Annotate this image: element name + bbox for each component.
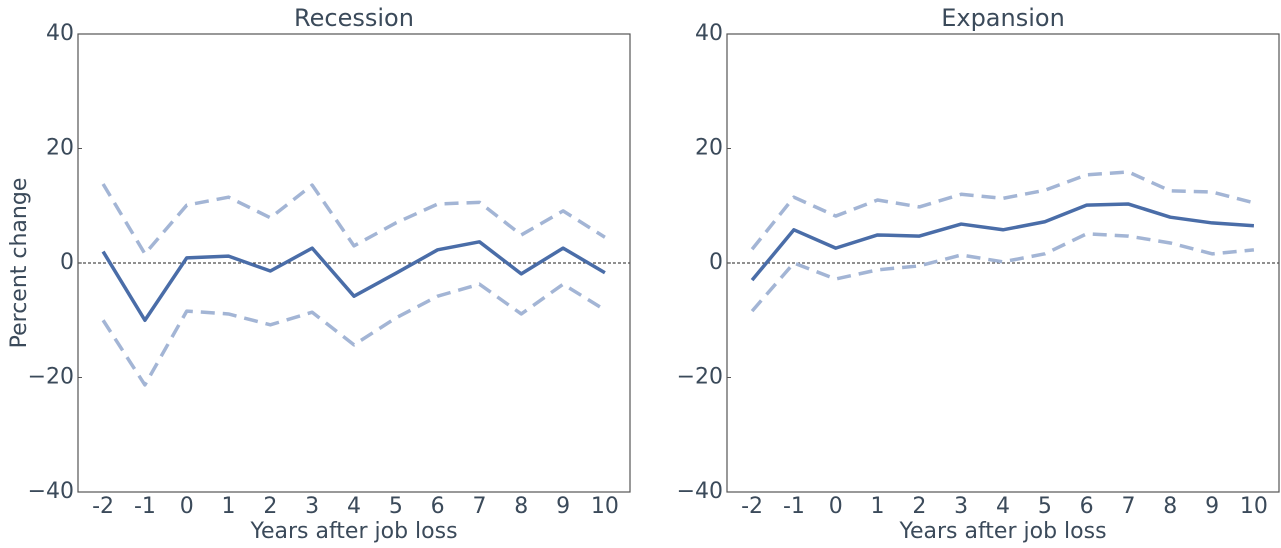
y-axis-label: Percent change — [7, 178, 32, 349]
y-tick-label: −40 — [677, 479, 723, 504]
x-tick-label: -1 — [134, 494, 156, 519]
y-tick-label: 40 — [695, 21, 723, 46]
y-tick-label: −40 — [28, 479, 74, 504]
band-line — [101, 183, 606, 256]
y-tick-label: 0 — [60, 250, 74, 275]
y-tick-label: −20 — [677, 365, 723, 390]
x-tick-label: 6 — [1080, 494, 1094, 519]
x-axis-label: Years after job loss — [898, 519, 1106, 544]
chart-title: Expansion — [941, 4, 1065, 32]
plot-frame — [77, 33, 631, 493]
x-tick-label: 6 — [431, 494, 445, 519]
x-tick-label: 0 — [829, 494, 843, 519]
x-tick-label: -2 — [92, 494, 114, 519]
x-tick-label: 7 — [472, 494, 486, 519]
x-axis-label: Years after job loss — [249, 519, 457, 544]
x-tick-label: 9 — [1205, 494, 1219, 519]
x-tick-label: 0 — [180, 494, 194, 519]
x-tick-label: 8 — [1163, 494, 1177, 519]
x-tick-label: -1 — [783, 494, 805, 519]
x-tick-label: 10 — [591, 494, 619, 519]
y-tick-label: 20 — [695, 136, 723, 161]
y-tick-label: 40 — [46, 21, 74, 46]
x-tick-label: 1 — [222, 494, 236, 519]
x-tick-label: 9 — [556, 494, 570, 519]
y-tick-label: 20 — [46, 136, 74, 161]
plot-frame — [726, 33, 1280, 493]
x-tick-label: 4 — [347, 494, 361, 519]
band-line — [750, 232, 1255, 313]
x-tick-label: 2 — [263, 494, 277, 519]
x-tick-label: 8 — [514, 494, 528, 519]
x-tick-label: 10 — [1240, 494, 1268, 519]
y-tick-label: −20 — [28, 365, 74, 390]
estimate-line — [750, 202, 1255, 282]
x-tick-label: -2 — [741, 494, 763, 519]
chart-title: Recession — [294, 4, 414, 32]
band-line — [101, 282, 606, 387]
y-tick-label: 0 — [709, 250, 723, 275]
x-tick-label: 4 — [996, 494, 1010, 519]
x-tick-label: 2 — [912, 494, 926, 519]
x-tick-label: 1 — [871, 494, 885, 519]
x-tick-label: 3 — [954, 494, 968, 519]
x-tick-label: 3 — [305, 494, 319, 519]
band-line — [750, 170, 1255, 251]
x-tick-label: 7 — [1121, 494, 1135, 519]
x-tick-label: 5 — [389, 494, 403, 519]
estimate-line — [101, 240, 606, 322]
x-tick-label: 5 — [1038, 494, 1052, 519]
